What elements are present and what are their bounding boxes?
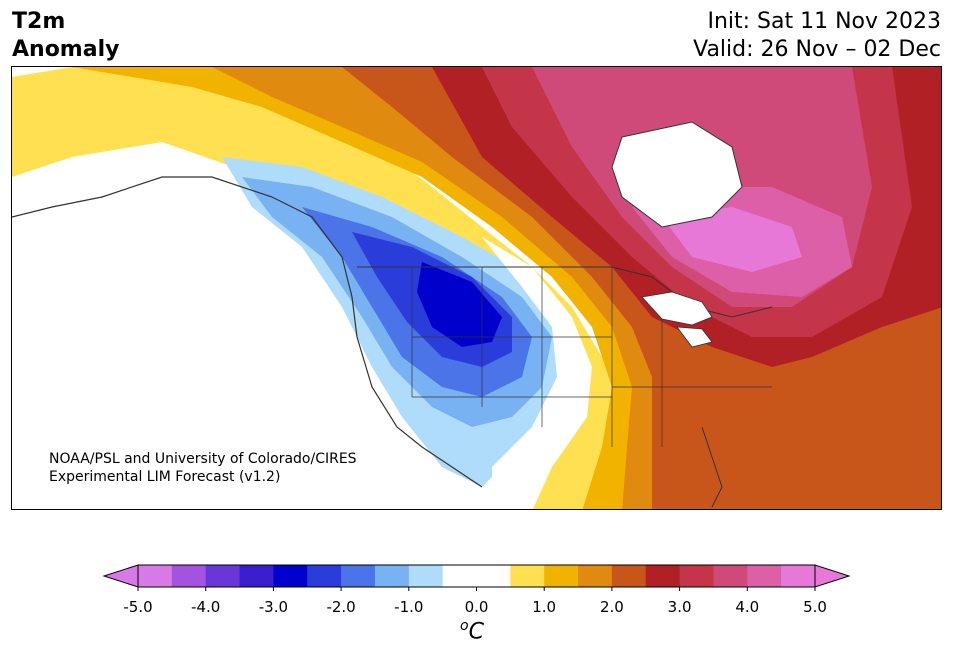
colorbar-cell	[341, 565, 376, 587]
colorbar-cell	[747, 565, 782, 587]
anomaly-map	[12, 67, 941, 509]
colorbar-cell	[239, 565, 274, 587]
colorbar-tick-label: -2.0	[326, 598, 356, 616]
colorbar-tick-label: -5.0	[123, 598, 153, 616]
colorbar-tick-label: -4.0	[191, 598, 221, 616]
anomaly-field-neutral	[482, 237, 592, 509]
valid-range: Valid: 26 Nov – 02 Dec	[693, 37, 941, 62]
colorbar-tick-label: 5.0	[803, 598, 827, 616]
map-title: T2m Anomaly	[12, 8, 119, 64]
colorbar-tick-label: -3.0	[258, 598, 289, 616]
colorbar-tick-label: 2.0	[599, 598, 624, 616]
colorbar-ticks	[137, 587, 816, 591]
colorbar-extend-high	[814, 564, 851, 588]
credit-line-1: NOAA/PSL and University of Colorado/CIRE…	[49, 451, 357, 467]
colorbar-cell	[544, 565, 579, 587]
colorbar-cell	[408, 565, 444, 587]
colorbar-extend-low	[102, 564, 139, 588]
attribution: NOAA/PSL and University of Colorado/CIRE…	[49, 450, 357, 486]
colorbar-cells	[138, 565, 816, 587]
colorbar-tick-label: -1.0	[394, 598, 424, 616]
colorbar-cell	[510, 565, 545, 587]
anomaly-field-violet	[662, 207, 802, 272]
colorbar-unit: oC	[460, 618, 484, 644]
hudson-bay	[611, 121, 743, 228]
colorbar-tick-label: 4.0	[735, 598, 760, 616]
anomaly-field-deep-blue	[417, 262, 502, 347]
map-panel: NOAA/PSL and University of Colorado/CIRE…	[11, 66, 942, 510]
colorbar-cell	[442, 565, 477, 587]
coastline	[12, 176, 483, 488]
colorbar-cell	[713, 565, 748, 587]
colorbar-tick-label: 3.0	[667, 598, 692, 616]
credit-line-2: Experimental LIM Forecast (v1.2)	[49, 469, 281, 485]
colorbar-tick-label: 0.0	[464, 598, 489, 616]
colorbar-cell	[781, 565, 816, 587]
colorbar-cell	[476, 565, 511, 587]
unit-symbol: C	[468, 619, 484, 645]
great-lakes	[641, 291, 713, 348]
init-date: Init: Sat 11 Nov 2023	[707, 9, 941, 34]
colorbar-cell	[205, 565, 241, 587]
colorbar-cell	[645, 565, 681, 587]
colorbar-cell	[679, 565, 714, 587]
colorbar-cell	[374, 565, 410, 587]
title-line-2: Anomaly	[12, 37, 120, 62]
forecast-dates: Init: Sat 11 Nov 2023 Valid: 26 Nov – 02…	[693, 8, 941, 64]
colorbar-cell	[307, 565, 342, 587]
state-borders	[411, 267, 772, 447]
colorbar-cell	[273, 565, 308, 587]
colorbar-cell	[171, 565, 207, 587]
colorbar-tick-label: 1.0	[532, 598, 557, 616]
florida	[701, 426, 723, 508]
colorbar-cell	[611, 565, 647, 587]
colorbar-cell	[138, 565, 173, 587]
colorbar-cell	[578, 565, 613, 587]
unit-degree: o	[460, 618, 469, 634]
title-line-1: T2m	[12, 9, 66, 34]
